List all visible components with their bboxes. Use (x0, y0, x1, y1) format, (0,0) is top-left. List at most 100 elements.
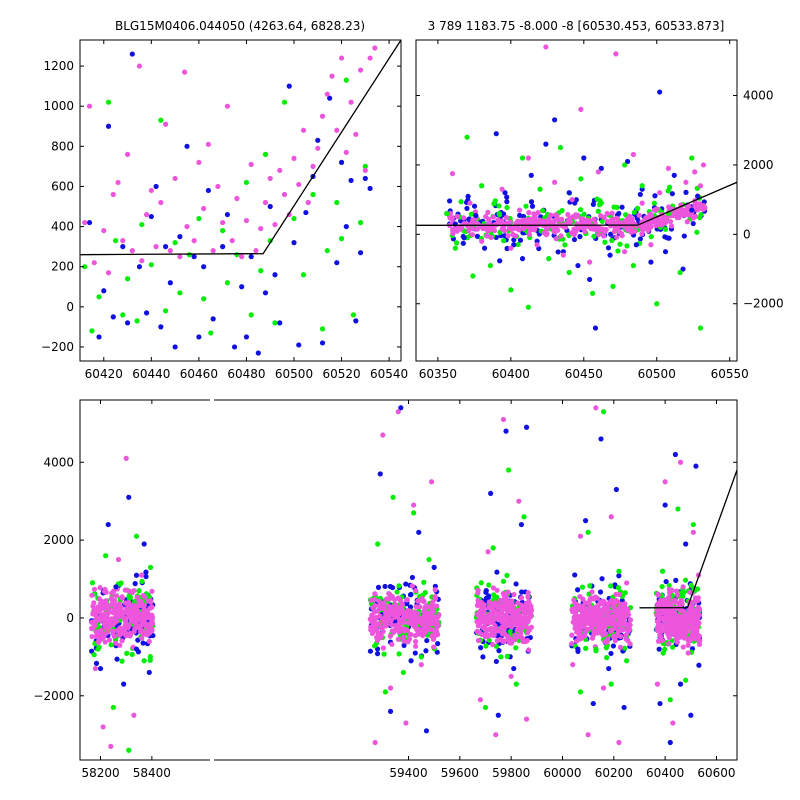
x-tick-label: 60540 (370, 367, 408, 381)
data-point-pink (141, 606, 147, 612)
data-point-green (624, 658, 630, 664)
data-point-green (108, 642, 114, 648)
data-point-green (133, 533, 140, 539)
data-point-blue (497, 258, 503, 264)
data-point-green (521, 514, 527, 520)
data-point-pink (515, 218, 521, 224)
data-point-pink (392, 601, 398, 608)
data-point-blue (446, 198, 453, 204)
data-point-pink (158, 199, 164, 206)
data-point-pink (148, 187, 154, 194)
data-point-green (148, 262, 154, 268)
data-point-pink (696, 606, 702, 612)
data-point-blue (177, 234, 183, 240)
data-point-blue (616, 573, 622, 579)
data-point-green (272, 320, 278, 326)
data-point-pink (587, 608, 593, 614)
data-point-pink (595, 624, 601, 630)
data-point-pink (377, 605, 383, 612)
data-point-pink (668, 631, 675, 637)
data-point-pink (499, 218, 505, 224)
data-point-pink (454, 213, 460, 220)
data-point-blue (407, 592, 414, 598)
data-point-blue (480, 654, 486, 660)
data-point-pink (367, 616, 373, 622)
data-point-pink (409, 583, 415, 589)
data-point-blue (662, 249, 669, 255)
data-point-pink (110, 191, 116, 198)
data-point-pink (578, 106, 584, 113)
data-point-green (483, 643, 489, 649)
data-point-pink (110, 630, 116, 636)
data-point-pink (554, 213, 560, 219)
data-point-pink (531, 216, 537, 222)
data-point-green (513, 681, 519, 687)
data-point-blue (528, 172, 534, 178)
data-point-blue (598, 165, 604, 171)
data-point-pink (604, 639, 610, 645)
data-point-pink (511, 591, 517, 598)
x-tick-label: 60200 (595, 766, 633, 780)
data-point-pink (435, 614, 441, 620)
plot-area (416, 44, 737, 331)
data-point-green (357, 219, 364, 226)
data-point-pink (115, 556, 122, 563)
data-point-pink (377, 613, 383, 619)
data-point-pink (666, 204, 672, 210)
data-point-pink (149, 620, 155, 626)
data-point-pink (490, 603, 496, 609)
data-point-blue (696, 662, 702, 668)
data-point-green (513, 645, 519, 651)
data-point-green (248, 312, 254, 318)
data-point-pink (616, 229, 623, 235)
data-point-pink (387, 685, 394, 691)
data-point-green (452, 245, 458, 251)
data-point-pink (258, 225, 264, 232)
data-point-blue (110, 314, 116, 320)
data-point-pink (116, 613, 122, 620)
data-point-pink (447, 210, 454, 217)
data-point-blue (493, 131, 499, 137)
data-point-pink (191, 238, 197, 244)
data-point-pink (692, 595, 699, 601)
data-point-pink (694, 613, 700, 619)
data-point-blue (389, 584, 396, 591)
data-point-pink (667, 218, 674, 225)
data-point-pink (670, 720, 676, 726)
data-point-pink (448, 215, 455, 222)
data-point-pink (666, 590, 673, 596)
data-point-pink (136, 603, 142, 609)
data-point-pink (691, 634, 698, 641)
data-point-pink (648, 242, 654, 248)
data-point-pink (82, 219, 88, 226)
data-point-pink (518, 630, 524, 636)
data-point-pink (372, 739, 378, 746)
data-point-pink (148, 604, 155, 611)
data-point-pink (476, 629, 482, 636)
data-point-pink (153, 244, 159, 250)
data-point-pink (503, 214, 510, 221)
data-point-pink (123, 455, 129, 461)
data-point-pink (386, 603, 392, 609)
data-point-pink (589, 589, 595, 595)
data-point-pink (430, 599, 436, 605)
data-point-blue (327, 95, 333, 101)
data-point-pink (541, 230, 547, 236)
data-point-green (662, 226, 669, 232)
data-point-pink (425, 626, 431, 632)
x-tick-label: 60420 (85, 367, 123, 381)
data-point-pink (357, 67, 364, 73)
data-point-green (577, 689, 584, 695)
data-point-green (139, 578, 145, 584)
data-point-pink (600, 685, 607, 691)
data-point-pink (398, 607, 404, 613)
data-point-blue (575, 646, 581, 652)
data-point-pink (508, 245, 514, 251)
data-point-green (585, 529, 591, 535)
data-point-pink (665, 165, 672, 171)
data-point-pink (374, 634, 380, 641)
data-point-pink (606, 619, 612, 625)
data-point-pink (632, 228, 638, 235)
data-point-pink (653, 222, 659, 229)
data-point-pink (572, 212, 579, 218)
